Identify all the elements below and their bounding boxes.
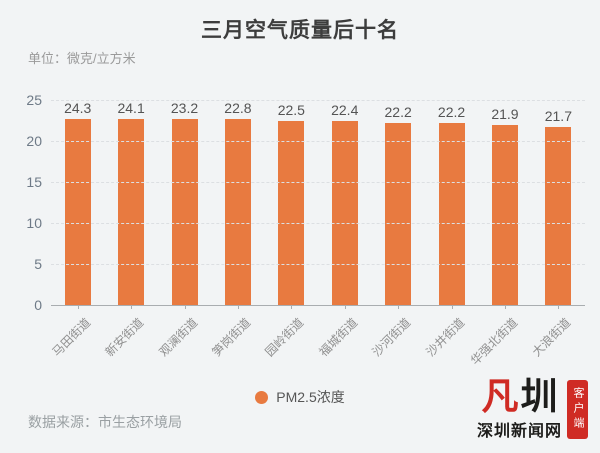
bar [385,122,412,305]
bar [118,119,145,305]
legend-label: PM2.5浓度 [276,389,345,405]
bar-slot: 22.5 园岭街道 [263,100,318,360]
y-axis-tick-label: 20 [26,133,42,149]
x-axis-tick [77,305,79,309]
bar [545,127,572,305]
bar [438,122,465,305]
y-gridline [51,100,585,101]
bar [171,119,198,305]
logo-client-badge: 客户端 [567,380,588,439]
x-axis-category-label: 华强北街道 [467,315,521,368]
bar-value-label: 22.2 [437,103,466,120]
y-axis-tick-label: 15 [26,174,42,190]
x-axis-category-label: 园岭街道 [262,315,307,360]
bar-chart-plot-area: 24.3 马田街道 24.1 新安街道 23.2 观澜街道 22.8 笋岗街道 22.5 园岭街道… [26,92,585,368]
bar-value-label: 22.4 [331,102,359,119]
bar-slot: 24.3 马田街道 [49,100,104,359]
logo-glyph-red: 凡 [481,376,519,417]
logo-main: 凡 圳 深圳新闻网 [477,378,562,441]
bar-value-label: 21.9 [491,106,519,123]
x-axis-tick [451,305,453,309]
x-axis-category-label: 大浪街道 [529,315,574,360]
bar-value-label: 21.7 [544,108,572,125]
x-axis-category-label: 沙井街道 [423,315,467,360]
shenzhen-news-logo: 凡 圳 深圳新闻网 客户端 [477,378,588,441]
bar [278,120,305,305]
x-axis-tick [398,305,400,309]
y-gridline [51,264,585,265]
y-axis-tick-label: 5 [34,256,42,272]
y-axis-tick-label: 25 [26,92,42,108]
bars-container: 24.3 马田街道 24.1 新安街道 23.2 观澜街道 22.8 笋岗街道 22.5 园岭街道… [49,100,585,368]
y-gridline [51,182,585,183]
chart-legend: PM2.5浓度 [0,387,600,407]
x-axis-tick [237,305,239,309]
bar-value-label: 23.2 [170,100,199,116]
bar-value-label: 22.5 [277,101,305,118]
bar-value-label: 22.8 [224,100,252,116]
bar [491,125,518,305]
y-axis-tick-label: 0 [34,297,42,313]
x-axis-tick [344,305,346,309]
y-gridline [51,141,585,142]
logo-glyph-black: 圳 [520,376,558,417]
bar [331,121,358,305]
bar-slot: 22.8 笋岗街道 [209,100,264,359]
bar-slot: 22.2 沙河街道 [370,100,424,359]
x-axis-category-label: 马田街道 [49,315,94,360]
bar-slot: 22.2 沙井街道 [423,100,478,359]
x-axis-tick [184,305,186,309]
logo-glyphs: 凡 圳 [481,378,557,415]
bar-value-label: 24.3 [64,100,92,116]
x-axis-category-label: 笋岗街道 [209,315,254,360]
legend-dot-icon [255,390,269,404]
bar-slot: 23.2 观澜街道 [156,100,211,359]
x-axis-category-label: 沙河街道 [369,315,414,360]
logo-wordmark: 深圳新闻网 [476,423,562,440]
x-axis-tick [291,305,293,309]
y-axis-tick-label: 10 [26,215,42,231]
bar [224,119,251,305]
x-axis-tick [558,305,560,309]
bar-value-label: 22.2 [384,103,412,120]
bar-slot: 21.9 华强北街道 [468,100,531,367]
bar-slot: 22.4 福城街道 [316,100,371,359]
chart-title: 三月空气质量后十名 [201,19,399,42]
y-gridline [51,223,585,224]
x-axis-line [51,305,585,306]
bar-slot: 24.1 新安街道 [103,100,157,359]
unit-label: 单位：微克/立方米 [28,51,136,66]
bar-value-label: 24.1 [117,100,145,116]
bar [64,119,91,305]
x-axis-tick [504,305,506,309]
x-axis-category-label: 观澜街道 [155,315,200,360]
x-axis-tick [131,305,133,309]
x-axis-category-label: 福城街道 [316,315,361,360]
x-axis-category-label: 新安街道 [102,315,147,360]
bar-slot: 21.7 大浪街道 [530,100,585,359]
data-source-label: 数据来源：市生态环境局 [28,414,182,430]
